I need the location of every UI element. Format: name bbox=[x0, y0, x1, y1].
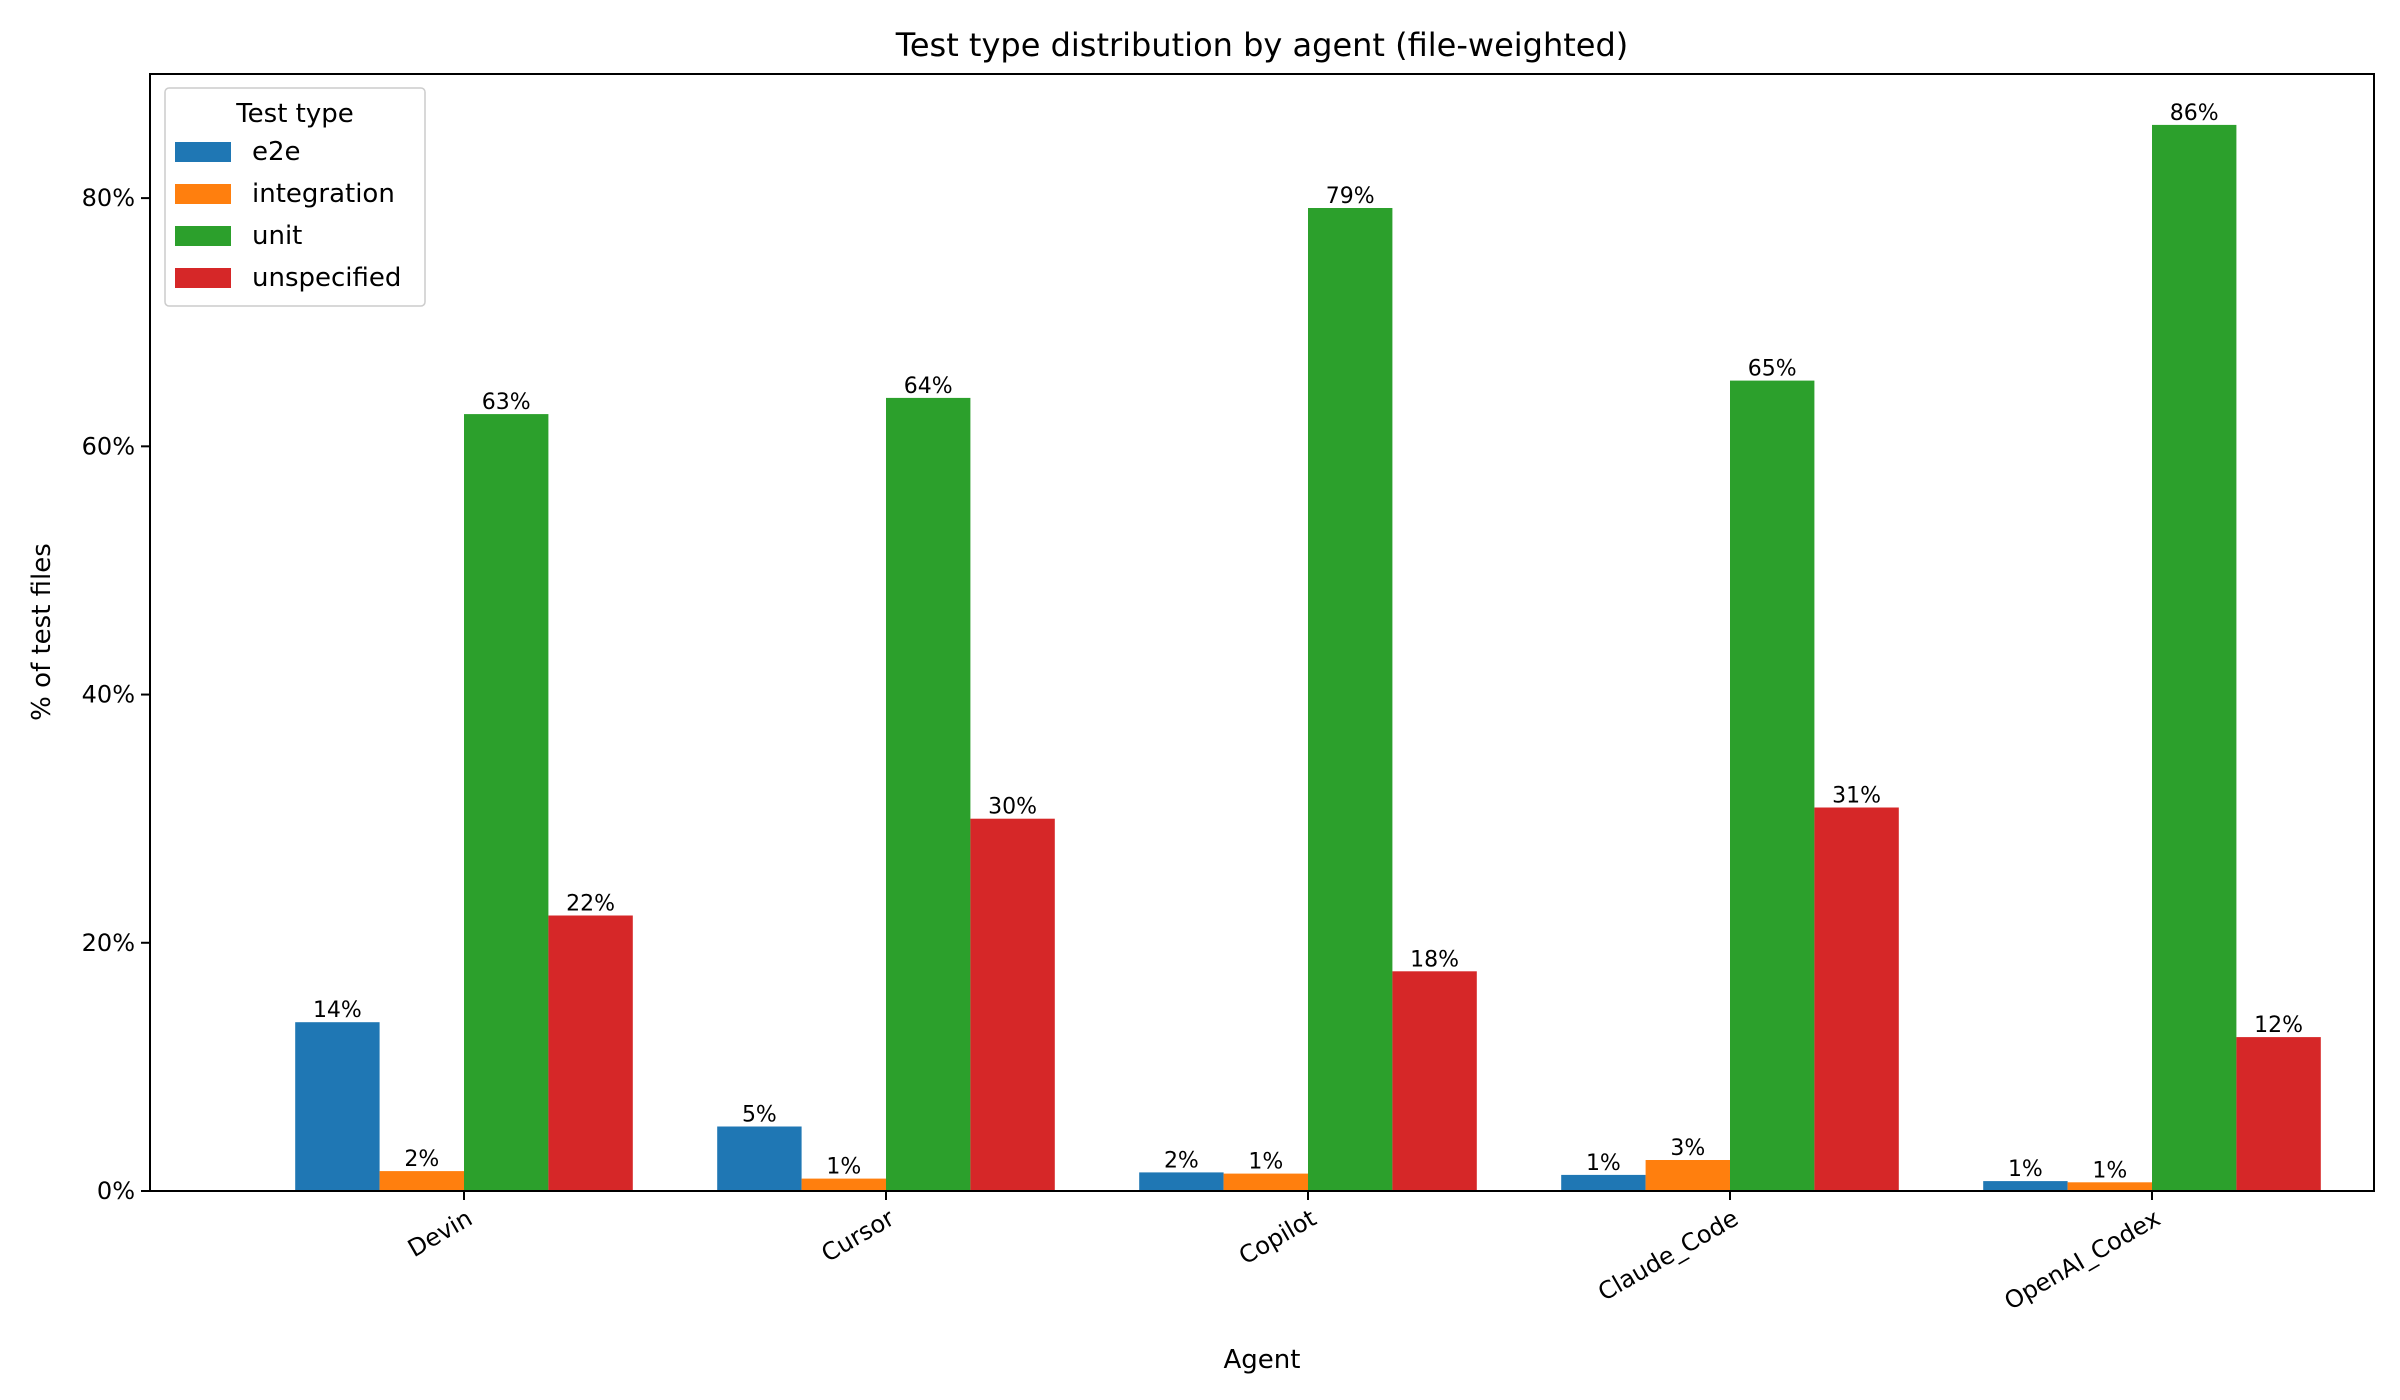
data-label-unit-OpenAI_Codex: 86% bbox=[2170, 101, 2219, 126]
legend: Test type e2e integration unit unspecified bbox=[164, 87, 426, 307]
legend-swatch-unspecified bbox=[175, 268, 231, 288]
data-label-unit-Cursor: 64% bbox=[904, 374, 953, 399]
x-tick-label-Claude_Code: Claude_Code bbox=[1593, 1204, 1743, 1307]
y-axis: 0% 20% 40% 60% 80% bbox=[82, 184, 150, 1205]
x-tick-label-Devin: Devin bbox=[403, 1204, 477, 1263]
data-label-integration-OpenAI_Codex: 1% bbox=[2092, 1158, 2127, 1183]
y-tick-label: 0% bbox=[97, 1177, 135, 1205]
data-labels-group: 14% 2% 63% 22% 5% 1% 64% 30% 2% 1% 79% 18% 1% 3% 65% 31… bbox=[313, 101, 2303, 1183]
bar-unspecified-Cursor bbox=[970, 818, 1055, 1191]
data-label-unspecified-Cursor: 30% bbox=[988, 795, 1037, 820]
legend-label-unspecified: unspecified bbox=[252, 263, 401, 293]
y-tick-label: 40% bbox=[82, 681, 135, 709]
bar-e2e-OpenAI_Codex bbox=[1983, 1181, 2068, 1191]
y-axis-title: % of test files bbox=[27, 543, 57, 721]
data-label-integration-Copilot: 1% bbox=[1248, 1150, 1283, 1175]
bar-e2e-Devin bbox=[295, 1022, 380, 1191]
bars-group bbox=[295, 124, 2321, 1192]
bar-e2e-Claude_Code bbox=[1561, 1174, 1646, 1191]
legend-title: Test type bbox=[235, 99, 354, 129]
y-tick-label: 80% bbox=[82, 184, 135, 212]
legend-swatch-integration bbox=[175, 184, 231, 204]
bar-integration-Cursor bbox=[801, 1178, 886, 1191]
bar-unit-Devin bbox=[464, 414, 549, 1192]
data-label-integration-Devin: 2% bbox=[404, 1147, 439, 1172]
x-axis: Devin Cursor Copilot Claude_Code OpenAI_Code… bbox=[403, 1191, 2165, 1316]
data-label-unspecified-Copilot: 18% bbox=[1410, 947, 1459, 972]
x-axis-title: Agent bbox=[1224, 1345, 1301, 1375]
data-label-unit-Devin: 63% bbox=[482, 390, 531, 415]
bar-unit-OpenAI_Codex bbox=[2152, 124, 2237, 1191]
data-label-unit-Claude_Code: 65% bbox=[1748, 357, 1797, 382]
bar-unit-Copilot bbox=[1308, 208, 1393, 1191]
data-label-unspecified-Devin: 22% bbox=[566, 892, 615, 917]
data-label-e2e-Cursor: 5% bbox=[742, 1103, 777, 1128]
legend-items: e2e integration unit unspecified bbox=[175, 137, 401, 293]
bar-e2e-Copilot bbox=[1139, 1172, 1224, 1191]
bar-integration-Devin bbox=[379, 1171, 464, 1191]
data-label-e2e-Claude_Code: 1% bbox=[1586, 1151, 1621, 1176]
data-label-unspecified-Claude_Code: 31% bbox=[1832, 784, 1881, 809]
bar-integration-Copilot bbox=[1223, 1173, 1308, 1191]
legend-label-unit: unit bbox=[252, 221, 302, 251]
legend-swatch-e2e bbox=[175, 142, 231, 162]
data-label-e2e-OpenAI_Codex: 1% bbox=[2008, 1157, 2043, 1182]
x-tick-label-Cursor: Cursor bbox=[817, 1204, 899, 1268]
data-label-unit-Copilot: 79% bbox=[1326, 184, 1375, 209]
bar-unspecified-Devin bbox=[548, 915, 633, 1191]
legend-swatch-unit bbox=[175, 226, 231, 246]
y-tick-label: 20% bbox=[82, 929, 135, 957]
chart-title: Test type distribution by agent (file-we… bbox=[895, 26, 1629, 64]
legend-label-integration: integration bbox=[252, 179, 395, 209]
bar-unit-Claude_Code bbox=[1730, 380, 1815, 1192]
data-label-integration-Claude_Code: 3% bbox=[1670, 1136, 1705, 1161]
bar-unspecified-Copilot bbox=[1392, 971, 1477, 1191]
bar-integration-Claude_Code bbox=[1645, 1160, 1730, 1191]
bar-e2e-Cursor bbox=[717, 1126, 802, 1191]
data-label-unspecified-OpenAI_Codex: 12% bbox=[2254, 1013, 2303, 1038]
y-tick-label: 60% bbox=[82, 432, 135, 460]
bar-unspecified-Claude_Code bbox=[1814, 807, 1899, 1191]
x-tick-label-Copilot: Copilot bbox=[1234, 1204, 1321, 1270]
bar-integration-OpenAI_Codex bbox=[2067, 1182, 2152, 1191]
data-label-e2e-Copilot: 2% bbox=[1164, 1148, 1199, 1173]
bar-unit-Cursor bbox=[886, 397, 971, 1191]
data-label-integration-Cursor: 1% bbox=[826, 1155, 861, 1180]
legend-label-e2e: e2e bbox=[252, 137, 301, 167]
data-label-e2e-Devin: 14% bbox=[313, 998, 362, 1023]
plot-frame bbox=[149, 73, 2375, 1192]
x-tick-label-OpenAI_Codex: OpenAI_Codex bbox=[2000, 1204, 2165, 1316]
bar-unspecified-OpenAI_Codex bbox=[2236, 1037, 2321, 1191]
